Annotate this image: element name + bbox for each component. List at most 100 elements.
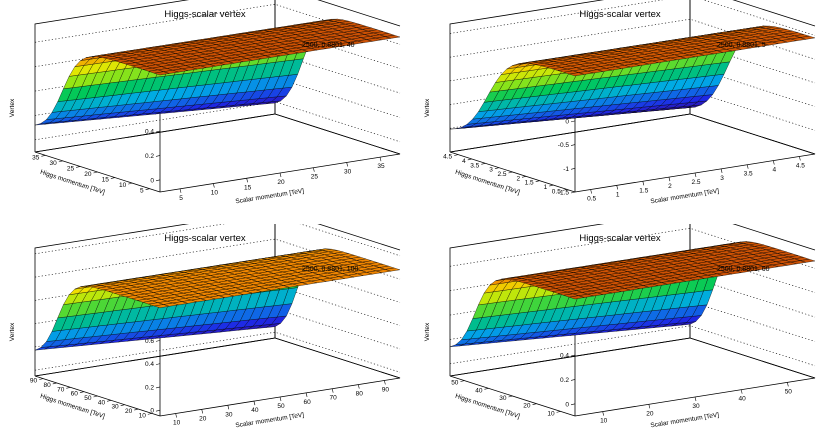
z-gridline — [449, 66, 816, 107]
y-tick-label: 4.5 — [443, 154, 452, 161]
parameter-annotation: 2500, 0.8801, 5 — [717, 42, 766, 49]
y-tick-label: 40 — [475, 387, 483, 394]
z-tick — [155, 340, 161, 342]
y-tick — [66, 387, 71, 389]
x-tick-label: 2.5 — [691, 179, 700, 186]
y-tick — [93, 395, 98, 398]
z-tick-label: 0.4 — [145, 129, 154, 136]
x-tick-label: 40 — [739, 396, 747, 403]
y-tick-label: 40 — [98, 399, 106, 406]
x-tick — [642, 181, 645, 186]
y-tick-label: 30 — [111, 404, 119, 411]
y-tick-label: 10 — [547, 410, 555, 417]
x-tick-label: 0.5 — [587, 196, 596, 203]
x-tick — [179, 188, 182, 193]
z-gridline — [34, 262, 401, 303]
z-tick-label: -1 — [563, 166, 569, 173]
z-gridline — [449, 276, 816, 318]
surface-plot-1-svg: 00.20.40.60.851015202530353530252015105H… — [9, 0, 401, 205]
y-tick — [532, 403, 537, 405]
z-tick — [570, 168, 576, 170]
y-tick-label: 50 — [451, 380, 459, 387]
y-tick — [556, 411, 561, 413]
x-axis-label: Scalar momentum [TeV] — [650, 188, 720, 206]
surface-mesh — [449, 241, 816, 347]
z-tick — [155, 363, 161, 365]
y-tick-label: 2 — [516, 175, 520, 182]
floor-frame — [449, 113, 816, 193]
x-tick — [331, 388, 334, 393]
z-tick-label: 0 — [150, 177, 154, 184]
y-tick-label: 35 — [32, 154, 40, 161]
x-tick — [346, 162, 348, 167]
surface-cell — [154, 304, 170, 308]
chart-title: Higgs-scalar vertex — [164, 9, 246, 20]
z-tick-label: 0.4 — [560, 353, 569, 360]
y-tick-label: 20 — [125, 408, 133, 415]
x-tick-label: 2 — [668, 183, 672, 190]
surface-mesh — [34, 18, 401, 126]
y-tick — [52, 382, 57, 385]
surface-plot-3-svg: 00.20.40.60.8110203040506070809090807060… — [9, 224, 401, 429]
y-tick-label: 10 — [119, 182, 127, 189]
x-tick — [227, 405, 230, 410]
z-gridline — [449, 89, 816, 131]
z-gridline — [449, 301, 816, 342]
z-gridline — [449, 42, 816, 84]
y-tick — [110, 177, 115, 179]
x-tick-label: 3.5 — [744, 171, 753, 178]
z-gridline — [449, 18, 816, 60]
x-tick — [279, 396, 282, 402]
y-tick — [76, 166, 81, 168]
surface-plot-4: 00.20.40.60.810203040505040302010Higgs-s… — [415, 224, 830, 447]
z-tick-label: 0 — [150, 408, 154, 415]
x-tick — [648, 404, 651, 409]
y-tick — [128, 182, 133, 185]
x-tick — [787, 382, 789, 387]
y-tick — [107, 400, 112, 402]
y-tick — [562, 189, 567, 191]
x-tick — [772, 160, 775, 165]
y-tick-label: 80 — [44, 382, 52, 389]
y-tick-label: 2.5 — [497, 171, 506, 178]
x-tick-label: 10 — [211, 190, 219, 197]
z-tick — [570, 191, 576, 194]
z-tick — [570, 403, 576, 406]
x-tick-label: 60 — [303, 399, 311, 406]
y-tick — [549, 184, 554, 187]
surface-plot-2-svg: -1.5 -1 -0.5 0 0.5 1 0.5 1 1.5 2 2.5 3 3.5 4 4.5 4.5 4 3.… — [424, 0, 816, 206]
x-tick-label: 70 — [330, 395, 338, 402]
surface-cell — [569, 295, 585, 300]
x-tick-label: 40 — [251, 407, 259, 414]
y-tick-label: 15 — [102, 177, 110, 184]
parameter-annotation: 2500, 0.8801, 60 — [717, 266, 770, 273]
y-tick-label: 4 — [462, 158, 466, 165]
z-gridline — [449, 252, 816, 293]
x-tick-label: 50 — [277, 403, 285, 410]
y-tick — [494, 167, 499, 169]
z-gridline — [34, 224, 401, 257]
surface-plot-4-svg: 00.20.40.60.810203040505040302010Higgs-s… — [424, 224, 816, 429]
y-tick-label: 30 — [499, 395, 507, 402]
z-tick-label: -1.5 — [558, 190, 570, 197]
surface-cell — [154, 71, 170, 76]
y-tick-label: 3.5 — [470, 162, 479, 169]
x-tick — [746, 164, 749, 169]
surface-plot-1: 00.20.40.60.851015202530353530252015105H… — [0, 0, 415, 223]
y-tick-label: 90 — [30, 378, 38, 385]
y-tick — [460, 380, 465, 382]
z-gridline — [34, 285, 401, 326]
x-tick-label: 25 — [311, 174, 319, 181]
z-axis-label: Vertex — [9, 98, 16, 117]
x-tick — [740, 389, 743, 394]
floor-frame — [34, 113, 401, 193]
x-tick — [305, 392, 308, 397]
z-gridline — [34, 308, 401, 350]
x-tick-label: 4.5 — [796, 162, 805, 169]
surface-plot-3: 00.20.40.60.8110203040506070809090807060… — [0, 224, 415, 447]
parameter-annotation: 2500, 0.8801, 40 — [302, 42, 355, 49]
x-tick — [201, 409, 204, 414]
z-gridline — [34, 77, 401, 118]
y-tick-label: 10 — [139, 412, 147, 419]
x-tick — [253, 401, 256, 406]
